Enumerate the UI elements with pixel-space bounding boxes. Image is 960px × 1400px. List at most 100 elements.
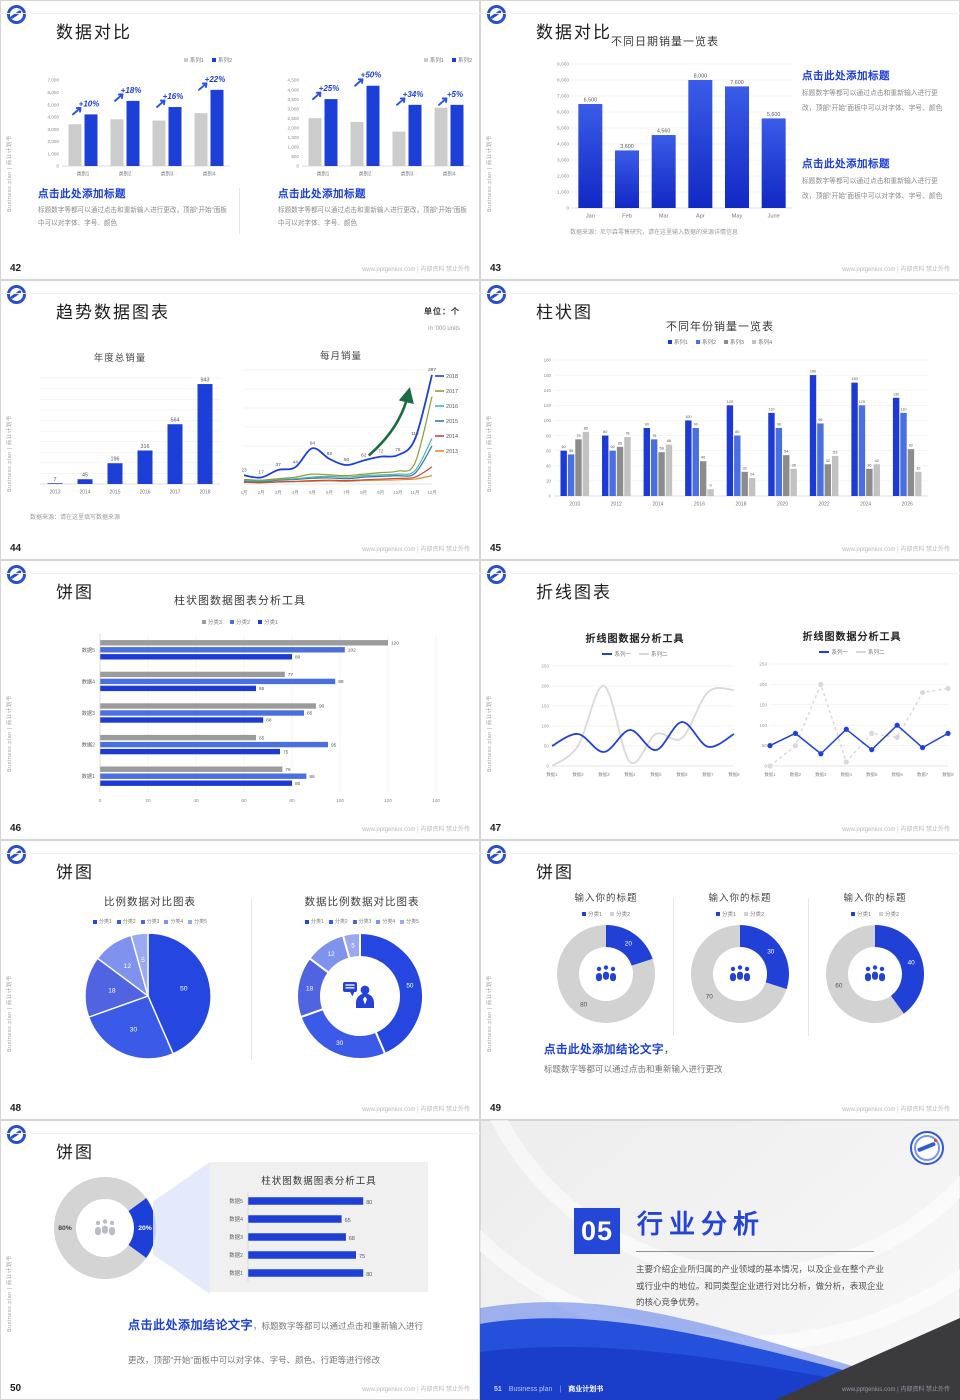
svg-text:12: 12 [328,951,336,958]
svg-text:数据6: 数据6 [892,771,904,778]
legend-item: 系列1 [183,56,204,64]
svg-text:30: 30 [767,949,775,956]
svg-text:数据1: 数据1 [82,772,95,780]
svg-text:2014: 2014 [652,502,663,508]
slide-50[interactable]: 饼图 Business plan | 商业计划书 20% 80% 柱状图数据图表分… [0,1120,480,1400]
svg-text:数据2: 数据2 [82,741,95,749]
section-number: 05 [574,1208,620,1254]
svg-text:80: 80 [366,1200,372,1206]
svg-text:1,000: 1,000 [557,190,569,196]
svg-text:53: 53 [833,450,837,454]
svg-text:Feb: Feb [622,214,632,220]
divider [0,13,480,14]
slide-45[interactable]: 柱状图 Business plan | 商业计划书 不同年份销量一览表 系列1 系… [480,280,960,560]
svg-text:2,500: 2,500 [288,116,300,121]
svg-text:8月: 8月 [360,490,367,496]
svg-text:120: 120 [391,641,399,647]
svg-text:160: 160 [810,370,816,374]
svg-text:3,500: 3,500 [288,97,300,102]
legend-item: 分类3 [140,918,159,925]
side-watermark: Business plan | 商业计划书 [487,975,493,1052]
slide-51[interactable]: 05 行业分析 主要介绍企业所归属的产业领域的基本情况，以及企业在整个产业或行业… [480,1120,960,1400]
legend: 系列一 系列二 [560,650,710,658]
svg-text:Mar: Mar [659,214,669,220]
svg-text:80: 80 [366,1272,372,1278]
svg-text:2014: 2014 [79,490,90,496]
divider [480,573,960,574]
slide-footer: 51 Business plan | 商业计划书 [494,1386,604,1393]
legend: 系列1 系列2 [390,56,472,64]
svg-text:60: 60 [546,448,551,453]
chart-title: 折线图数据分析工具 [585,634,685,645]
slide-42[interactable]: 数据对比 Business plan | 商业计划书 系列1 系列2 系列1 系列2… [0,0,480,280]
detail-panel: 柱状图数据图表分析工具 数据5 80 数据4 65 数据3 68 数据2 75 数据1 80 [210,1162,428,1292]
svg-text:140: 140 [432,798,440,804]
slide-title: 饼图 [56,863,94,882]
page-number: 44 [10,543,22,554]
svg-text:95: 95 [331,742,337,748]
svg-text:98: 98 [338,679,344,685]
slide-44[interactable]: 趋势数据图表 Business plan | 商业计划书 单位：个 in '00… [0,280,480,560]
svg-text:102: 102 [348,648,356,654]
slide-title: 饼图 [536,863,574,882]
svg-text:5,600: 5,600 [767,112,781,118]
svg-text:数据7: 数据7 [702,771,714,778]
conclusion-heading: 点击此处添加结论文字， [544,1044,674,1056]
slide-46[interactable]: 饼图 Business plan | 商业计划书 柱状图数据图表分析工具 分类3… [0,560,480,840]
svg-text:类别3: 类别3 [401,171,414,178]
svg-text:1,000: 1,000 [48,151,60,156]
side-watermark: Business plan | 商业计划书 [7,975,13,1052]
chart-title: 比例数据对比图表 [104,896,196,908]
side-watermark: Business plan | 商业计划书 [487,135,493,212]
slide-43[interactable]: 数据对比 Business plan | 商业计划书 不同日期销量一览表 0 1,… [480,0,960,280]
page-number: 47 [490,823,502,834]
divider [0,853,480,854]
svg-text:40: 40 [908,959,916,966]
svg-text:数据2: 数据2 [572,771,584,778]
svg-text:0: 0 [99,798,102,804]
legend-item: 系列一 [602,650,631,658]
svg-text:3,600: 3,600 [620,144,634,150]
pie-chart: 50 30 18 12 5 [84,932,212,1060]
svg-text:45: 45 [82,473,88,479]
slide-title: 柱状图 [536,303,593,322]
svg-text:66: 66 [327,451,333,457]
svg-text:数据3: 数据3 [229,1233,243,1241]
chart-title: 年度总销量 [93,353,147,364]
svg-text:数据3: 数据3 [815,771,827,778]
svg-text:2,000: 2,000 [288,125,300,130]
legend-item: 分类1 [93,918,112,925]
footer-note: www.pptgenius.com | 内部资料 禁止外传 [842,267,950,273]
svg-text:120: 120 [384,798,392,804]
svg-text:2022: 2022 [819,502,830,508]
svg-text:2014: 2014 [446,434,458,440]
chart-title: 柱状图数据图表分析工具 [174,595,306,607]
svg-text:数据4: 数据4 [229,1215,243,1223]
section-title: 行业分析 [637,1209,766,1239]
divider [673,898,674,1036]
svg-text:+5%: +5% [447,90,463,99]
svg-text:3月: 3月 [275,490,282,496]
grouped-bar-chart: 0 20 40 60 80 100 120 140 160 180 60 80 90 100 120 110 1… [532,348,932,508]
slide-title: 数据对比 [536,23,612,42]
bar-chart: 0 1,000 2,000 3,000 4,000 5,000 6,000 7,000 8,00… [540,50,802,220]
svg-text:0: 0 [549,494,552,499]
svg-text:2020: 2020 [777,502,788,508]
svg-text:65: 65 [259,735,265,741]
footer-note: www.pptgenius.com | 内部资料 禁止外传 [842,1107,950,1113]
svg-text:May: May [732,214,743,220]
footer-note: www.pptgenius.com | 内部资料 禁止外传 [842,827,950,833]
svg-text:77: 77 [288,672,294,678]
slide-47[interactable]: 折线图表 Business plan | 商业计划书 折线图数据分析工具 系列一… [480,560,960,840]
svg-text:80%: 80% [58,1225,72,1232]
legend-item: 系列3 [724,338,744,346]
slide-49[interactable]: 饼图 Business plan | 商业计划书 输入你的标题 分类1 分类2 2… [480,840,960,1120]
divider [480,853,960,854]
zoom-callout-shape [153,1162,210,1294]
slide-48[interactable]: 饼图 Business plan | 商业计划书 比例数据对比图表 分类1 分类2… [0,840,480,1120]
svg-text:类别1: 类别1 [317,171,330,178]
svg-text:196: 196 [111,457,120,463]
svg-text:7月: 7月 [343,490,350,496]
legend-item: 分类4 [164,918,183,925]
divider [480,13,960,14]
